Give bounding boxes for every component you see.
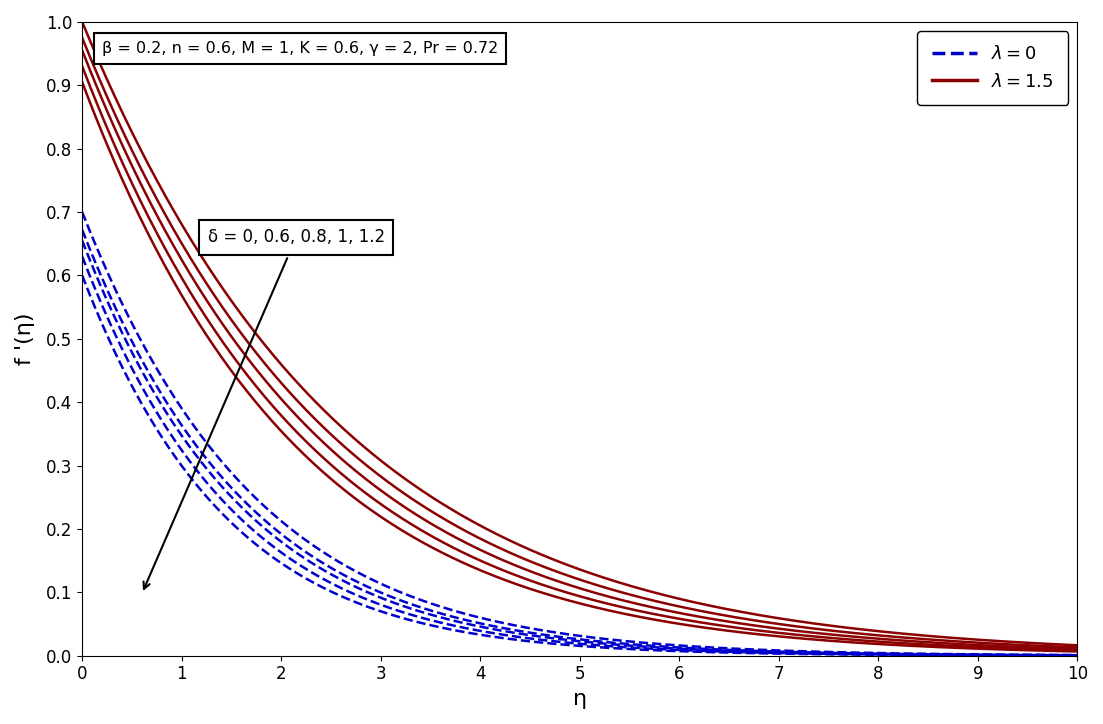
X-axis label: η: η bbox=[572, 689, 587, 709]
Text: δ = 0, 0.6, 0.8, 1, 1.2: δ = 0, 0.6, 0.8, 1, 1.2 bbox=[143, 229, 385, 589]
Y-axis label: f '(η): f '(η) bbox=[15, 313, 35, 365]
Text: β = 0.2, n = 0.6, M = 1, K = 0.6, γ = 2, Pr = 0.72: β = 0.2, n = 0.6, M = 1, K = 0.6, γ = 2,… bbox=[103, 41, 499, 56]
Legend: $\lambda = 0$, $\lambda = 1.5$: $\lambda = 0$, $\lambda = 1.5$ bbox=[918, 31, 1069, 105]
